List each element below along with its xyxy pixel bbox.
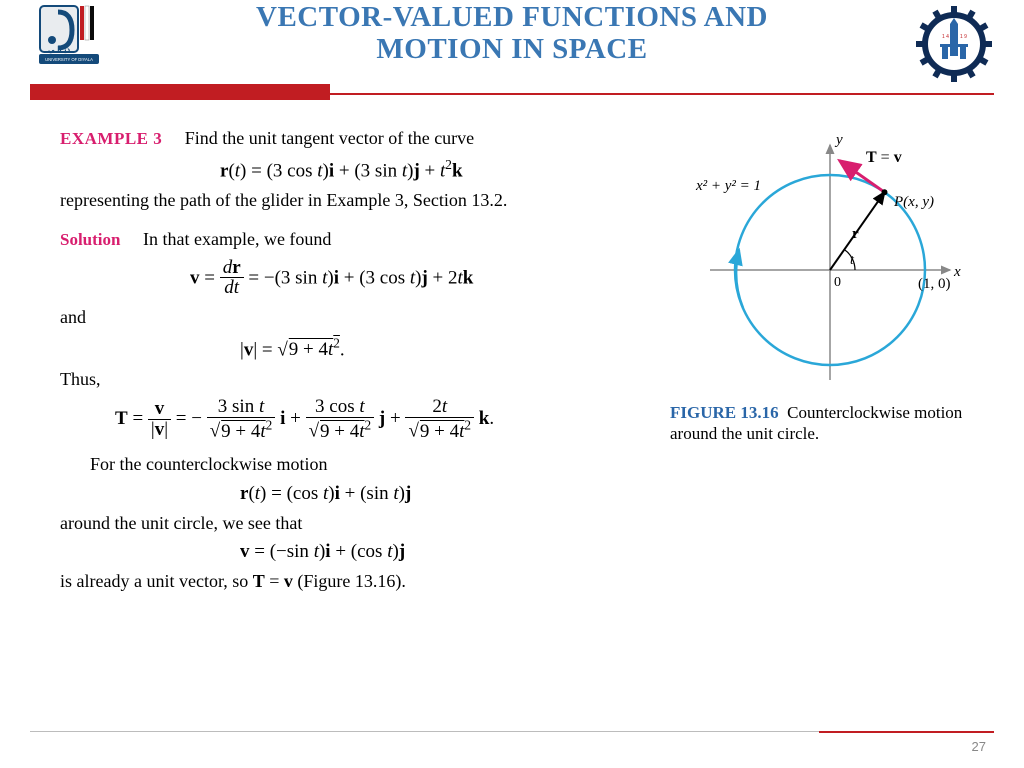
figure-panel: y x x² + y² = 1 T = v P(x, y) r t 0 (1, …: [670, 130, 1000, 445]
example-prompt-2: representing the path of the glider in E…: [60, 188, 650, 212]
svg-text:x² + y² = 1: x² + y² = 1: [695, 178, 761, 194]
eq-v: v = drdt = −(3 sin t)i + (3 cos t)j + 2t…: [60, 258, 650, 300]
header-accent-bar: [30, 84, 330, 100]
page-number: 27: [972, 739, 986, 754]
para-ccw: For the counterclockwise motion: [60, 452, 650, 476]
figure-caption: FIGURE 13.16 Counterclockwise motion aro…: [670, 402, 1000, 445]
thus-text: Thus,: [60, 367, 650, 391]
eq-r-of-t: r(t) = (3 cos t)i + (3 sin t)j + t2k: [60, 157, 650, 182]
example-label: EXAMPLE 3: [60, 129, 162, 148]
and-text: and: [60, 305, 650, 329]
svg-text:1 4: 1 4: [942, 34, 949, 40]
logo-caption: UNIVERSITY OF DIYALA: [45, 57, 93, 62]
eq-r2: r(t) = (cos t)i + (sin t)j: [60, 483, 650, 505]
figure-tag: FIGURE 13.16: [670, 403, 779, 422]
example-prompt: Find the unit tangent vector of the curv…: [185, 128, 474, 148]
solution-intro: In that example, we found: [143, 229, 331, 249]
svg-text:r: r: [852, 226, 859, 242]
college-logo-right: 1 4 1 9: [914, 4, 994, 84]
svg-text:P(x, y): P(x, y): [893, 194, 934, 210]
eq-v2: v = (−sin t)i + (cos t)j: [60, 541, 650, 563]
para-around: around the unit circle, we see that: [60, 511, 650, 535]
example-body: EXAMPLE 3 Find the unit tangent vector o…: [60, 120, 650, 599]
title-line-1: VECTOR-VALUED FUNCTIONS AND: [130, 2, 894, 34]
para-final: is already a unit vector, so T = v (Figu…: [60, 569, 650, 593]
svg-text:1 9: 1 9: [960, 34, 967, 40]
slide-title: VECTOR-VALUED FUNCTIONS AND MOTION IN SP…: [130, 2, 894, 66]
svg-text:x: x: [953, 264, 961, 280]
svg-text:ديـالـى: ديـالـى: [48, 45, 70, 54]
header-underline: [30, 93, 994, 95]
footer-divider: [30, 731, 994, 732]
slide-header: UNIVERSITY OF DIYALA ديـالـى: [0, 0, 1024, 92]
svg-text:0: 0: [834, 275, 841, 290]
svg-text:T = v: T = v: [866, 149, 902, 166]
university-logo-left: UNIVERSITY OF DIYALA ديـالـى: [34, 4, 104, 68]
eq-T: T = v|v| = − 3 sin t√9 + 4t2 i + 3 cos t…: [60, 397, 650, 442]
svg-text:(1, 0): (1, 0): [918, 276, 951, 292]
figure-13-16: y x x² + y² = 1 T = v P(x, y) r t 0 (1, …: [670, 130, 970, 390]
solution-label: Solution: [60, 230, 120, 249]
eq-mag-v: |v| = √9 + 4t2.: [60, 336, 650, 361]
title-line-2: MOTION IN SPACE: [130, 34, 894, 66]
svg-text:y: y: [834, 132, 843, 148]
